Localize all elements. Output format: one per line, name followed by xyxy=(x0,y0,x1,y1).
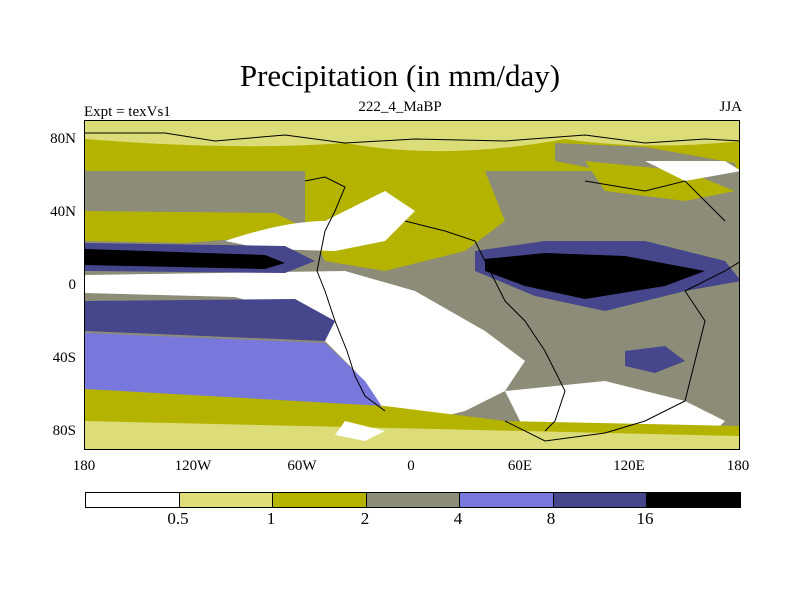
colorbar-level-label: 4 xyxy=(453,509,463,528)
time-period-label: 222_4_MaBP xyxy=(358,99,442,115)
north-pacific-gray xyxy=(85,173,325,221)
colorbar-segment xyxy=(647,493,741,507)
x-tick-label: 180 xyxy=(726,458,750,474)
colorbar-segment xyxy=(86,493,180,507)
tropical-dry-zone xyxy=(85,271,525,421)
asian-monsoon-core xyxy=(485,253,705,299)
colorbar-level-label: 8 xyxy=(546,509,556,528)
south-coast xyxy=(504,261,739,442)
map-canvas xyxy=(85,121,739,449)
itcz-west-core xyxy=(85,249,285,269)
antarctic-light-band xyxy=(85,421,739,449)
colorbar-segment xyxy=(366,493,461,507)
arctic-light-band xyxy=(85,121,739,152)
colorbar-segment xyxy=(460,493,554,507)
y-tick-label: 80S xyxy=(52,423,76,439)
x-tick-label: 120E xyxy=(613,458,645,474)
arctic-coast xyxy=(85,132,739,144)
x-tick-label: 60W xyxy=(287,458,317,474)
colorbar-segment xyxy=(179,493,274,507)
siberia-patch xyxy=(585,161,735,201)
antarctic-dry-patch xyxy=(335,421,385,441)
south-pacific-band xyxy=(85,299,335,341)
colorbar-level-label: 1 xyxy=(266,509,276,528)
arctic-dry-patch xyxy=(645,161,739,181)
y-tick-label: 0 xyxy=(68,277,77,293)
eurasia-africa-coast xyxy=(404,220,566,432)
colorbar-segment xyxy=(553,493,648,507)
south-indian-patch xyxy=(625,346,685,373)
coastlines xyxy=(85,132,739,442)
north-america-dry xyxy=(225,191,415,251)
y-tick-label: 80N xyxy=(50,131,76,147)
americas-coast xyxy=(304,176,386,412)
north-asia-coast xyxy=(584,180,726,222)
x-tick-label: 0 xyxy=(407,458,415,474)
experiment-label: Expt = texVs1 xyxy=(84,104,171,120)
x-tick-label: 180 xyxy=(72,458,96,474)
colorbar-level-label: 16 xyxy=(636,509,654,528)
season-label: JJA xyxy=(719,99,742,115)
colorbar-segment xyxy=(273,493,367,507)
y-tick-label: 40S xyxy=(52,350,76,366)
colorbar-level-label: 2 xyxy=(360,509,370,528)
precipitation-map xyxy=(84,120,740,450)
south-midlat-gray xyxy=(85,333,385,411)
x-tick-label: 60E xyxy=(507,458,533,474)
map-title: Precipitation (in mm/day) xyxy=(239,58,561,93)
y-tick-label: 40N xyxy=(50,204,76,220)
colorbar-level-label: 0.5 xyxy=(167,509,189,528)
x-tick-label: 120W xyxy=(174,458,212,474)
colorbar xyxy=(85,492,741,508)
